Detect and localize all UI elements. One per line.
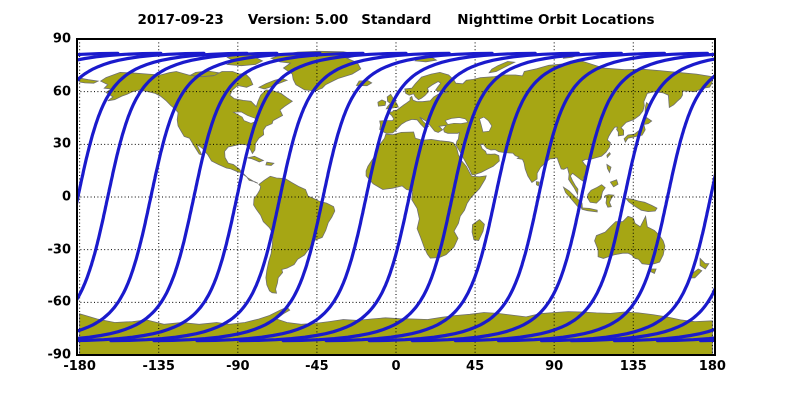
- title-date: 2017-09-23: [137, 12, 224, 28]
- x-tick-180: 180: [698, 359, 726, 374]
- orbit-track-3: [77, 51, 365, 341]
- orbit-track-1: [77, 51, 279, 303]
- orbit-track-13: [453, 57, 715, 343]
- orbit-track-4: [77, 51, 408, 343]
- x-tick--135: -135: [142, 359, 175, 374]
- landmass-novaya-zemlya: [488, 61, 516, 74]
- landmass-java: [580, 207, 598, 213]
- lake-great-lakes: [232, 111, 259, 124]
- y-tick-90: 90: [52, 31, 71, 47]
- landmass-south-america: [253, 175, 336, 294]
- x-tick-0: 0: [391, 359, 401, 374]
- landmass-ireland: [377, 99, 387, 107]
- landmass-mindanao: [609, 179, 619, 188]
- orbit-track-11: [367, 51, 709, 343]
- landmass-taiwan: [606, 151, 611, 159]
- figure-title: 2017-09-23 Version: 5.00 Standard Nightt…: [77, 12, 715, 28]
- orbit-track-9: [281, 51, 623, 343]
- plot-border: [76, 38, 716, 356]
- y-tick-60: 60: [52, 84, 71, 100]
- orbit-track-5: [109, 51, 451, 343]
- title-name: Nighttime Orbit Locations: [457, 12, 655, 28]
- landmass-eurasia: [379, 60, 713, 196]
- orbit-track-2: [77, 51, 322, 333]
- y-tick--60: -60: [47, 294, 72, 310]
- x-tick-90: 90: [545, 359, 564, 374]
- lake-black-sea: [444, 117, 469, 125]
- landmass-borneo: [587, 184, 606, 204]
- landmass-chukotka-west-wrap: [79, 77, 100, 84]
- orbit-track-14: [496, 73, 715, 343]
- x-tick--90: -90: [226, 359, 250, 374]
- lake-caspian-sea: [479, 116, 493, 133]
- title-mode: Standard: [361, 12, 432, 28]
- orbit-track-5: [744, 53, 800, 340]
- landmass-nz-north: [699, 257, 710, 270]
- y-tick-0: 0: [61, 189, 71, 205]
- y-tick-30: 30: [52, 136, 71, 152]
- orbit-track-15: [539, 169, 715, 343]
- landmass-madagascar: [471, 218, 485, 241]
- orbit-track-7: [195, 51, 537, 343]
- landmass-luzon: [606, 163, 612, 174]
- landmass-new-guinea: [624, 197, 658, 213]
- orbit-track-6: [787, 53, 800, 340]
- y-tick--90: -90: [47, 347, 72, 363]
- orbit-track-12: [410, 52, 715, 343]
- y-tick--30: -30: [47, 242, 72, 258]
- orbit-track-6: [152, 51, 494, 343]
- x-tick--45: -45: [305, 359, 329, 374]
- orbit-track-1: [569, 285, 715, 343]
- landmass-hispaniola: [265, 161, 275, 166]
- title-version: Version: 5.00: [247, 12, 349, 28]
- landmass-africa: [365, 131, 487, 259]
- orbit-track-10: [0, 53, 32, 340]
- orbit-track-8: [238, 51, 580, 343]
- x-tick-135: 135: [619, 359, 647, 374]
- landmass-sri-lanka: [535, 181, 540, 187]
- landmass-sumatra: [562, 186, 583, 208]
- landmass-sulawesi: [604, 194, 615, 208]
- orbit-track-10: [324, 51, 666, 343]
- x-tick-45: 45: [466, 359, 485, 374]
- x-tick--180: -180: [63, 359, 96, 374]
- landmass-cuba: [247, 155, 265, 163]
- landmass-north-america: [99, 71, 294, 184]
